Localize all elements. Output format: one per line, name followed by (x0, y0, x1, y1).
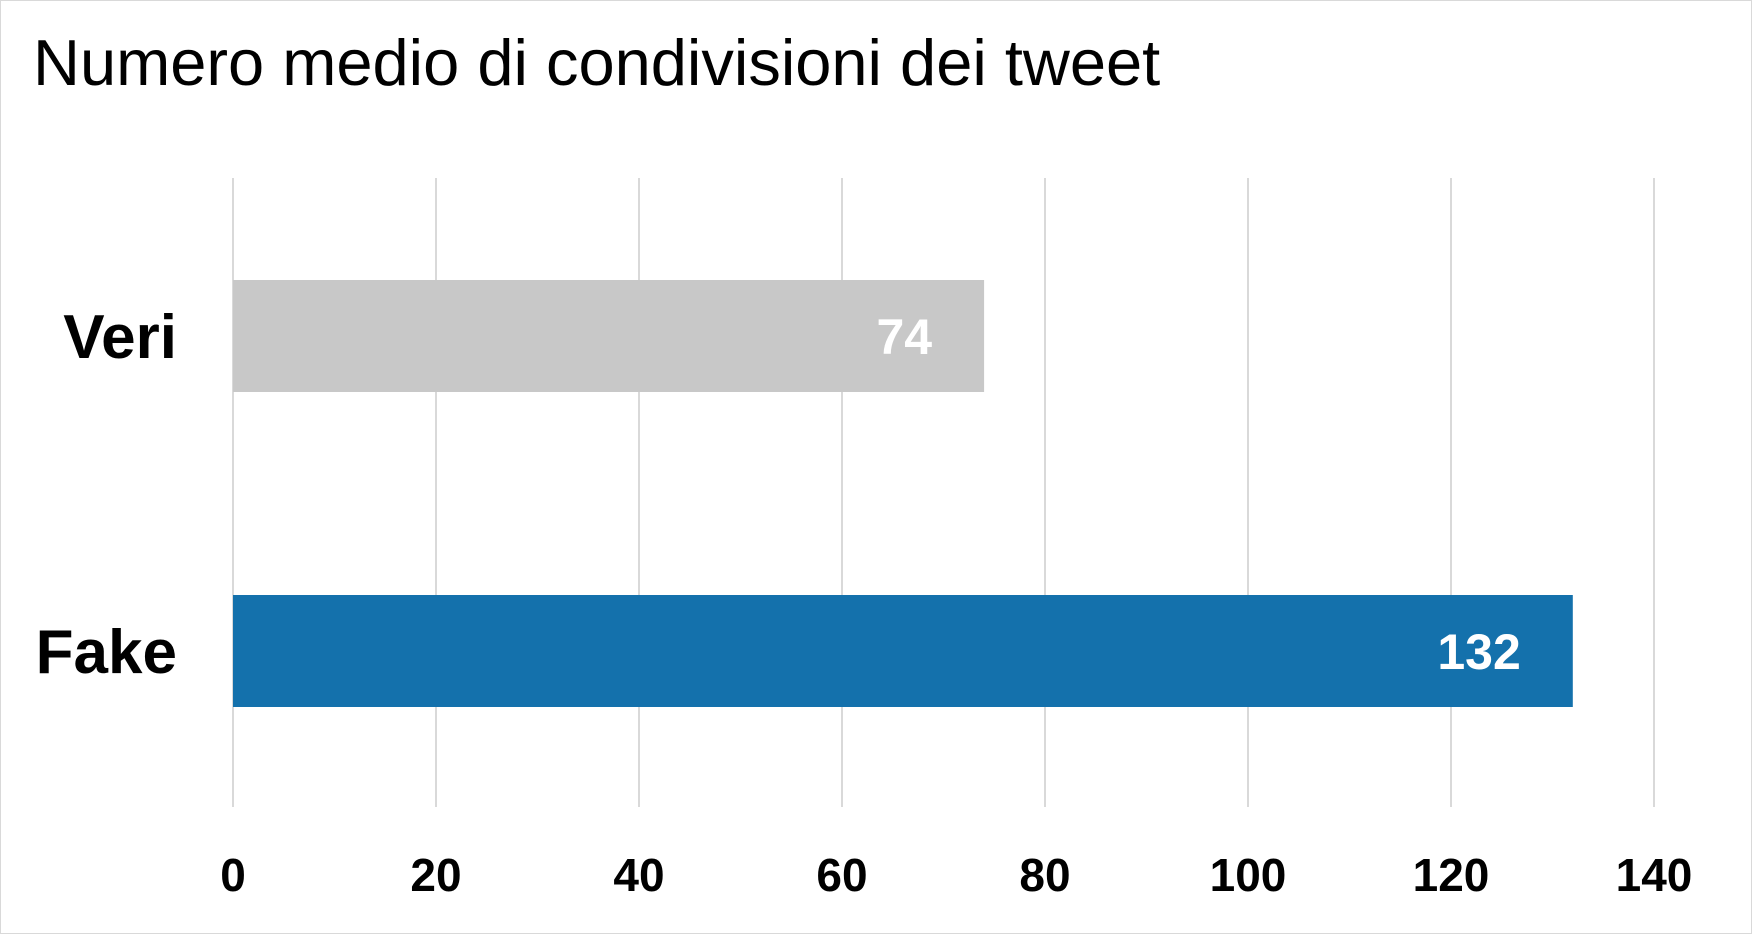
data-label-veri: 74 (876, 309, 932, 365)
data-label-fake: 132 (1437, 624, 1520, 680)
x-tick-label-80: 80 (1019, 849, 1070, 901)
x-tick-label-40: 40 (613, 849, 664, 901)
x-tick-label-120: 120 (1413, 849, 1490, 901)
chart-title: Numero medio di condivisioni dei tweet (33, 26, 1161, 99)
x-tick-label-60: 60 (816, 849, 867, 901)
x-tick-label-20: 20 (410, 849, 461, 901)
category-label-fake: Fake (36, 618, 177, 687)
x-tick-label-140: 140 (1616, 849, 1693, 901)
bar-fake (233, 595, 1573, 707)
bar-veri (233, 280, 985, 392)
x-tick-label-100: 100 (1210, 849, 1287, 901)
category-label-veri: Veri (63, 303, 177, 372)
x-tick-label-0: 0 (220, 849, 246, 901)
